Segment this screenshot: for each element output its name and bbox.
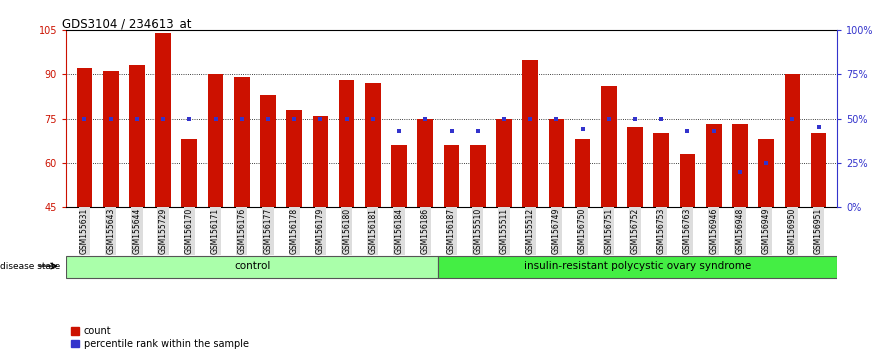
Point [209,116,223,121]
Point [78,116,92,121]
Bar [233,77,249,207]
Bar [522,59,538,207]
Bar [444,145,459,207]
Bar [129,65,144,207]
Point [392,128,406,134]
Bar [103,72,119,207]
Bar [496,119,512,207]
Bar [549,119,564,207]
Point [339,116,353,121]
Point [523,116,537,121]
Bar [418,119,433,207]
FancyBboxPatch shape [438,256,837,278]
Bar [260,95,276,207]
Text: GSM156750: GSM156750 [578,208,587,254]
Text: GDS3104 / 234613_at: GDS3104 / 234613_at [63,17,192,30]
Text: GSM155729: GSM155729 [159,208,167,254]
Bar [732,125,748,207]
Point [234,116,248,121]
Text: GSM156949: GSM156949 [762,208,771,254]
Bar [654,133,670,207]
Point [655,116,669,121]
Text: GSM156176: GSM156176 [237,208,247,254]
Point [733,169,747,175]
Text: GSM156948: GSM156948 [736,208,744,254]
Point [182,116,196,121]
Text: GSM156186: GSM156186 [421,208,430,254]
Point [104,116,118,121]
Bar [470,145,485,207]
Text: GSM156946: GSM156946 [709,208,718,254]
Text: GSM156184: GSM156184 [395,208,403,254]
Text: GSM155510: GSM155510 [473,208,482,254]
Bar [759,139,774,207]
Text: GSM156751: GSM156751 [604,208,613,254]
Text: GSM156753: GSM156753 [656,208,666,254]
Bar [811,133,826,207]
Point [418,116,433,121]
Text: GSM155644: GSM155644 [132,208,141,254]
Text: GSM155511: GSM155511 [500,208,508,254]
Point [261,116,275,121]
Point [497,116,511,121]
Point [785,116,799,121]
Text: GSM156752: GSM156752 [631,208,640,254]
Bar [286,110,302,207]
Legend: count, percentile rank within the sample: count, percentile rank within the sample [71,326,248,349]
Text: GSM156177: GSM156177 [263,208,272,254]
Point [759,160,774,166]
Point [314,116,328,121]
Bar [77,68,93,207]
Bar [784,74,800,207]
Point [550,116,564,121]
Bar [391,145,407,207]
Text: GSM156187: GSM156187 [447,208,456,254]
Bar [155,33,171,207]
Text: GSM156170: GSM156170 [185,208,194,254]
Text: insulin-resistant polycystic ovary syndrome: insulin-resistant polycystic ovary syndr… [524,261,751,271]
Bar [339,80,354,207]
Point [602,116,616,121]
FancyBboxPatch shape [66,256,438,278]
Point [707,128,721,134]
Text: GSM156180: GSM156180 [342,208,352,254]
Point [130,116,144,121]
Point [575,126,589,132]
Text: GSM156179: GSM156179 [316,208,325,254]
Point [470,128,485,134]
Text: GSM156171: GSM156171 [211,208,220,254]
Point [366,116,380,121]
Bar [181,139,197,207]
Text: GSM156951: GSM156951 [814,208,823,254]
Text: GSM156749: GSM156749 [552,208,561,254]
Text: GSM155512: GSM155512 [526,208,535,254]
Bar [627,127,643,207]
Text: GSM155631: GSM155631 [80,208,89,254]
Text: GSM156763: GSM156763 [683,208,692,254]
Point [287,116,301,121]
Bar [574,139,590,207]
Point [680,128,694,134]
Point [811,125,825,130]
Text: GSM155643: GSM155643 [106,208,115,254]
Point [444,128,458,134]
Bar [601,86,617,207]
Point [156,116,170,121]
Text: control: control [234,261,270,271]
Bar [706,125,722,207]
Point [628,116,642,121]
Text: GSM156950: GSM156950 [788,208,797,254]
Text: GSM156178: GSM156178 [290,208,299,254]
Bar [365,83,381,207]
Bar [679,154,695,207]
Text: GSM156181: GSM156181 [368,208,377,254]
Bar [208,74,224,207]
Bar [313,116,329,207]
Text: disease state: disease state [0,262,60,270]
